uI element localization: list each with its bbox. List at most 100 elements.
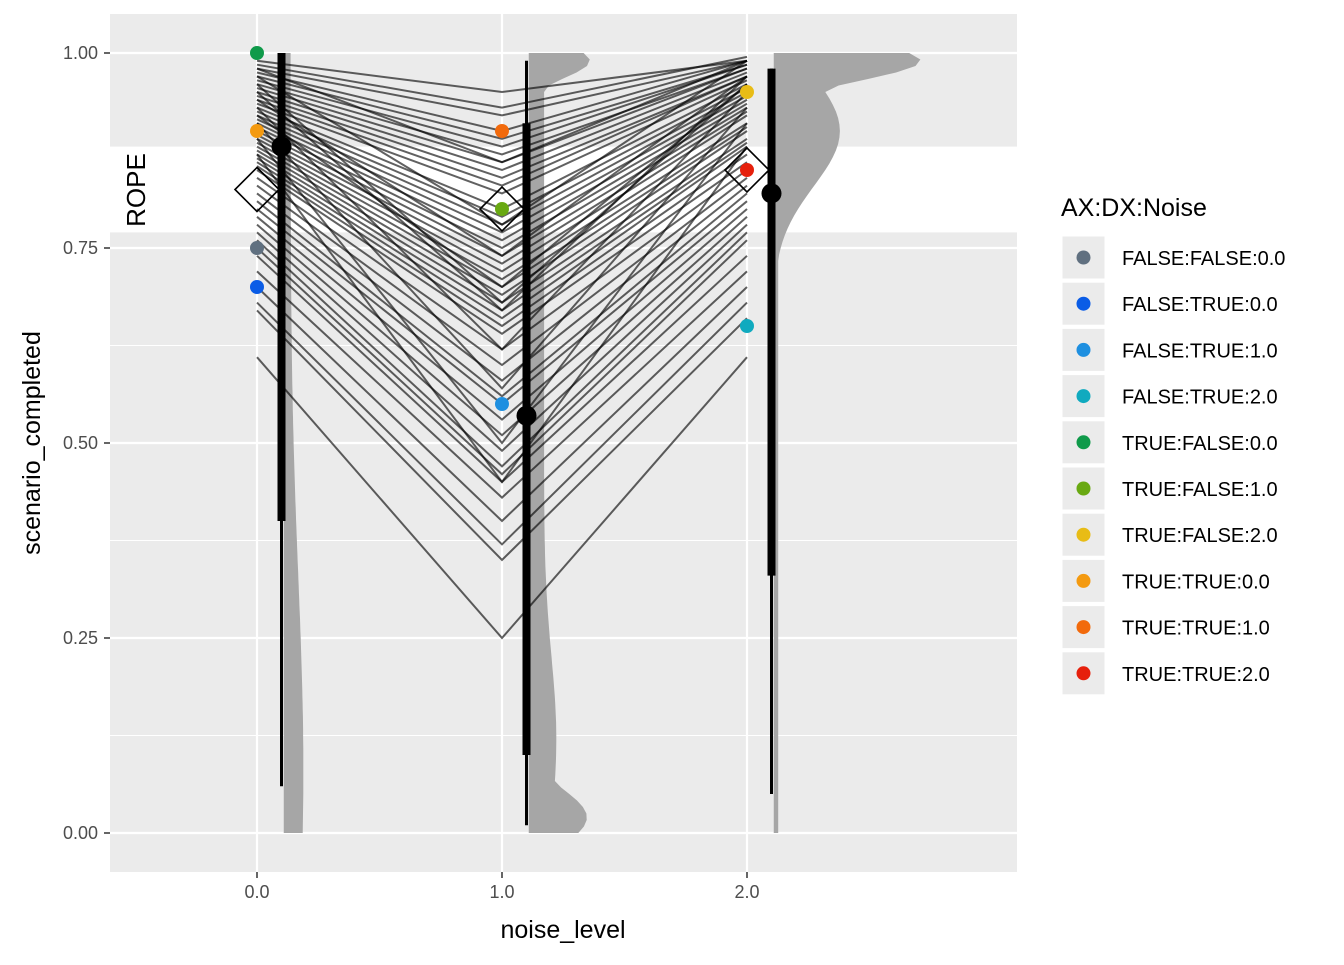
legend-items: FALSE:FALSE:0.0 FALSE:TRUE:0.0 FALSE:TRUE:… <box>1061 235 1285 696</box>
y-tick-label: 0.75 <box>63 238 98 258</box>
interval-median <box>271 136 292 157</box>
posterior-draw-line <box>256 177 748 367</box>
legend-label: TRUE:FALSE:1.0 <box>1122 479 1278 501</box>
posterior-draw-line <box>256 79 748 195</box>
posterior-draw-line <box>256 309 748 562</box>
posterior-summary-layer <box>271 53 782 826</box>
posterior-draw-line <box>256 239 748 476</box>
legend-swatch <box>1076 342 1091 357</box>
posterior-draw-line <box>256 59 748 226</box>
density-curve <box>283 53 304 833</box>
x-tick-label: 0.0 <box>244 882 269 902</box>
posterior-draw-line <box>256 122 748 445</box>
legend-swatch <box>1076 481 1091 496</box>
rope-label: ROPE <box>121 153 151 227</box>
posterior-draw-line <box>256 356 748 640</box>
posterior-draw-line <box>256 301 748 546</box>
posterior-draw-line <box>256 91 748 351</box>
legend-swatch <box>1076 435 1091 450</box>
posterior-draw-line <box>256 75 748 187</box>
posterior-draw-line <box>256 270 748 499</box>
posterior-draw-line <box>256 67 748 156</box>
posterior-draw-line <box>256 87 748 218</box>
posterior-draw-line <box>256 63 748 148</box>
x-tick-label: 1.0 <box>489 882 514 902</box>
posterior-draw-line <box>256 114 748 273</box>
posterior-draw-line <box>256 223 748 453</box>
legend-swatch <box>1076 389 1091 404</box>
posterior-draw-line <box>256 208 748 421</box>
posterior-draw-line <box>256 75 748 258</box>
posterior-draw-line <box>256 130 748 296</box>
posterior-draw-line <box>256 55 748 109</box>
interval-median <box>761 183 782 204</box>
posterior-draw-line <box>256 184 748 382</box>
x-tick-label: 2.0 <box>734 882 759 902</box>
posterior-draw-line <box>256 110 748 265</box>
posterior-draw-line <box>256 63 748 140</box>
legend-label: FALSE:TRUE:2.0 <box>1122 387 1278 409</box>
legend-key <box>1061 605 1106 650</box>
posterior-draw-line <box>256 161 748 336</box>
posterior-draw-line <box>256 216 748 437</box>
y-axis-title: scenario_completed <box>18 331 46 555</box>
legend-swatch <box>1076 620 1091 635</box>
observed-point <box>495 202 509 216</box>
observed-point <box>495 397 509 411</box>
legend-label: FALSE:TRUE:1.0 <box>1122 340 1278 362</box>
interval-median <box>516 405 537 426</box>
posterior-draw-line <box>256 192 748 398</box>
legend-label: FALSE:TRUE:0.0 <box>1122 294 1278 316</box>
observed-point <box>740 163 754 177</box>
legend-label: TRUE:FALSE:0.0 <box>1122 433 1278 455</box>
group-mean-diamond <box>723 146 771 194</box>
legend-swatch <box>1076 527 1091 542</box>
posterior-draw-line <box>256 146 748 484</box>
observed-point <box>250 124 264 138</box>
posterior-draw-line <box>256 145 748 320</box>
legend-label: TRUE:TRUE:2.0 <box>1122 664 1270 686</box>
posterior-draw-line <box>256 75 748 312</box>
observed-point <box>495 124 509 138</box>
posterior-draw-line <box>256 83 748 289</box>
observed-points-layer <box>250 46 754 411</box>
posterior-draws-layer <box>256 55 748 640</box>
legend-swatch <box>1076 250 1091 265</box>
legend-label: TRUE:TRUE:0.0 <box>1122 571 1270 593</box>
y-tick-label: 0.50 <box>63 433 98 453</box>
posterior-draw-line <box>256 59 748 117</box>
x-axis: 0.0 1.0 2.0 <box>244 872 760 902</box>
density-curve <box>773 53 921 833</box>
y-tick-label: 1.00 <box>63 43 98 63</box>
posterior-draw-line <box>256 286 748 523</box>
observed-point <box>250 241 264 255</box>
observed-point <box>250 280 264 294</box>
legend-swatch <box>1076 296 1091 311</box>
posterior-draw-line <box>256 59 748 164</box>
y-tick-label: 0.00 <box>63 823 98 843</box>
legend-swatch <box>1076 573 1091 588</box>
group-means-layer <box>233 146 771 233</box>
y-tick-label: 0.25 <box>63 628 98 648</box>
x-axis-title: noise_level <box>500 916 625 944</box>
legend-key <box>1061 512 1106 557</box>
observed-point <box>740 319 754 333</box>
legend-label: TRUE:TRUE:1.0 <box>1122 618 1270 640</box>
legend-label: TRUE:FALSE:2.0 <box>1122 525 1278 547</box>
density-layer <box>283 53 921 833</box>
posterior-draw-line <box>256 71 748 172</box>
posterior-draw-line <box>256 59 748 94</box>
group-mean-diamond <box>233 166 281 213</box>
legend-label: FALSE:FALSE:0.0 <box>1122 248 1285 270</box>
posterior-draw-line <box>256 83 748 304</box>
posterior-draw-line <box>256 153 748 328</box>
density-curve <box>528 53 590 833</box>
legend: AX:DX:Noise FALSE:FALSE:0.0 FALSE:TRUE:0.… <box>1061 194 1285 696</box>
posterior-draw-line <box>256 98 748 242</box>
observed-point <box>740 85 754 99</box>
group-mean-diamond <box>478 185 526 233</box>
y-axis: 0.00 0.25 0.50 0.75 1.00 <box>63 43 110 843</box>
posterior-draw-line <box>256 106 748 390</box>
legend-title: AX:DX:Noise <box>1061 194 1207 222</box>
